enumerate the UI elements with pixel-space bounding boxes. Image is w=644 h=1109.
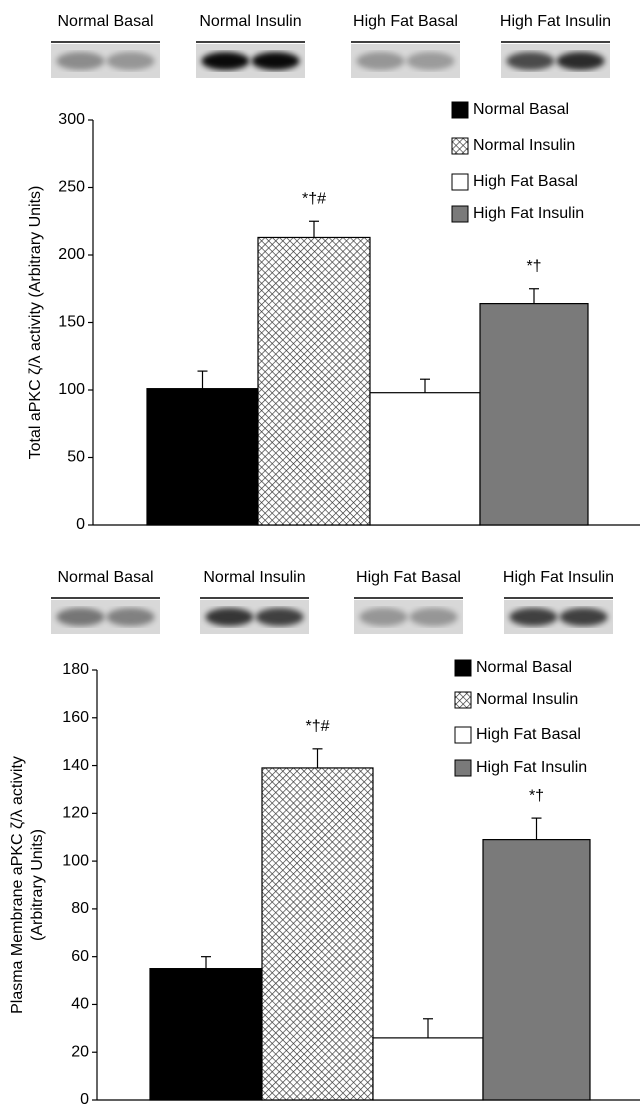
legend-swatch xyxy=(452,206,468,222)
bar xyxy=(147,389,258,525)
y-tick-label: 300 xyxy=(58,111,85,128)
legend-label: High Fat Basal xyxy=(476,726,581,743)
y-tick-label: 20 xyxy=(71,1043,89,1060)
blot-band xyxy=(256,608,304,626)
legend-label: Normal Insulin xyxy=(476,691,578,708)
blot-label: Normal Insulin xyxy=(203,569,305,586)
blot-label: Normal Insulin xyxy=(199,13,301,30)
legend-swatch xyxy=(452,174,468,190)
legend-label: Normal Basal xyxy=(476,659,572,676)
y-tick-label: 180 xyxy=(62,661,89,678)
blot-band xyxy=(359,608,407,626)
legend-label: High Fat Basal xyxy=(473,173,578,190)
y-tick-label: 0 xyxy=(80,1091,89,1108)
y-tick-label: 60 xyxy=(71,948,89,965)
y-tick-label: 250 xyxy=(58,179,85,196)
bar xyxy=(150,969,262,1100)
annotation: *† xyxy=(526,258,541,275)
blot-band xyxy=(356,52,404,70)
y-tick-label: 160 xyxy=(62,709,89,726)
annotation: *†# xyxy=(305,718,329,735)
y-tick-label: 120 xyxy=(62,805,89,822)
y-axis-label: (Arbitrary Units) xyxy=(29,829,46,941)
blot-band xyxy=(107,52,155,70)
legend-swatch xyxy=(452,138,468,154)
y-axis-label: Plasma Membrane aPKC ζ/λ activity xyxy=(9,756,26,1014)
bar xyxy=(373,1038,483,1100)
bar xyxy=(370,393,480,525)
blot-band xyxy=(107,608,155,626)
y-tick-label: 0 xyxy=(76,516,85,533)
y-tick-label: 40 xyxy=(71,996,89,1013)
y-tick-label: 100 xyxy=(62,852,89,869)
blot-band xyxy=(509,608,557,626)
blot-label: Normal Basal xyxy=(57,13,153,30)
y-tick-label: 200 xyxy=(58,246,85,263)
y-tick-label: 100 xyxy=(58,381,85,398)
y-tick-label: 140 xyxy=(62,757,89,774)
legend-swatch xyxy=(455,727,471,743)
blot-band xyxy=(506,52,554,70)
bar xyxy=(480,304,588,525)
y-tick-label: 50 xyxy=(67,449,85,466)
bar xyxy=(258,237,370,525)
blot-band xyxy=(56,52,104,70)
blot-label: High Fat Basal xyxy=(356,569,461,586)
legend-label: Normal Insulin xyxy=(473,137,575,154)
legend-label: High Fat Insulin xyxy=(476,759,587,776)
annotation: *† xyxy=(529,787,544,804)
blot-band xyxy=(407,52,455,70)
blot-label: High Fat Insulin xyxy=(500,13,611,30)
blot-band xyxy=(560,608,608,626)
y-axis-label: Total aPKC ζ/λ activity (Arbitrary Units… xyxy=(27,186,44,460)
y-tick-label: 80 xyxy=(71,900,89,917)
legend-swatch xyxy=(455,692,471,708)
blot-band xyxy=(205,608,253,626)
blot-label: High Fat Insulin xyxy=(503,569,614,586)
blot-band xyxy=(410,608,458,626)
legend-swatch xyxy=(452,102,468,118)
annotation: *†# xyxy=(302,190,326,207)
legend-swatch xyxy=(455,660,471,676)
blot-band xyxy=(201,52,249,70)
figure: Normal Basal Normal Insulin High Fat Basal… xyxy=(0,0,644,1109)
blot-label: High Fat Basal xyxy=(353,13,458,30)
legend-label: High Fat Insulin xyxy=(473,205,584,222)
bar xyxy=(483,840,590,1100)
blot-band xyxy=(252,52,300,70)
blot-band xyxy=(557,52,605,70)
bar xyxy=(262,768,373,1100)
blot-label: Normal Basal xyxy=(57,569,153,586)
legend-label: Normal Basal xyxy=(473,101,569,118)
legend-swatch xyxy=(455,760,471,776)
y-tick-label: 150 xyxy=(58,314,85,331)
blot-band xyxy=(56,608,104,626)
